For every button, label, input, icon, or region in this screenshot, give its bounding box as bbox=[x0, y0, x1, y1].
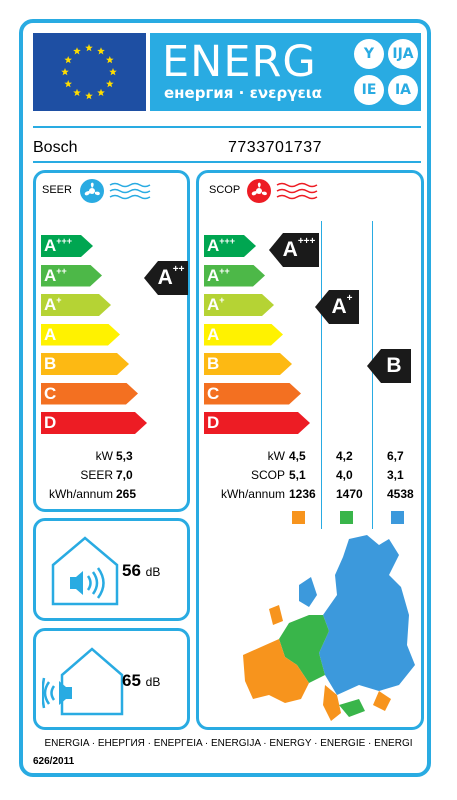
climate-warmer-swatch bbox=[292, 511, 305, 524]
lang-badge-ie: IE bbox=[354, 75, 384, 105]
eu-star-icon bbox=[85, 44, 93, 52]
europe-climate-map bbox=[243, 535, 415, 721]
lang-badge-ija: IJA bbox=[388, 39, 418, 69]
climate-divider bbox=[372, 221, 373, 529]
eu-flag bbox=[33, 33, 146, 111]
scop-row-value: 1236 bbox=[289, 487, 316, 501]
seer-panel: SEER A+++ A++ A+ A B C D A++ kW 5,3 SEER 7,0 k… bbox=[33, 170, 190, 512]
scop-class-arrow: A bbox=[204, 323, 283, 346]
seer-row-label: kWh/annum bbox=[48, 487, 113, 501]
scop-class-arrow: D bbox=[204, 412, 310, 434]
outdoor-speaker-house-icon bbox=[42, 647, 124, 716]
seer-row-value: 5,3 bbox=[116, 449, 133, 463]
scop-row-value: 3,1 bbox=[387, 468, 404, 482]
outdoor-noise-panel: 65 dB bbox=[33, 628, 190, 730]
lang-badge-ia: IA bbox=[388, 75, 418, 105]
eu-star-icon bbox=[61, 68, 69, 76]
cooling-fan-icon bbox=[80, 179, 151, 203]
model-identifier: 7733701737 bbox=[228, 139, 322, 156]
scop-title: SCOP bbox=[209, 184, 241, 196]
climate-colder-swatch bbox=[391, 511, 404, 524]
scop-class-arrow: B bbox=[204, 353, 292, 375]
eu-star-icon bbox=[85, 92, 93, 100]
eu-star-icon bbox=[106, 80, 114, 88]
indoor-speaker-house-icon bbox=[51, 536, 119, 606]
eu-star-icon bbox=[64, 56, 72, 64]
seer-class-arrow: A+ bbox=[41, 294, 111, 316]
scop-row-value: 4,0 bbox=[336, 468, 353, 482]
energy-subtitle: енергия · ενεργεια bbox=[164, 84, 322, 102]
eu-star-icon bbox=[106, 56, 114, 64]
footer-languages: ENERGIA · ЕНЕРГИЯ · ΕΝΕΡΓΕΙΑ · ENERGIJA … bbox=[44, 738, 413, 749]
eu-stars-icon bbox=[61, 44, 117, 100]
scop-row-value: 5,1 bbox=[289, 468, 306, 482]
scop-panel: SCOP A+++ A++ A+ A B C D A+++ A+ B kW 4,5 4,2 … bbox=[196, 170, 424, 730]
outdoor-noise-value: 65 bbox=[122, 671, 141, 690]
seer-row-label: SEER bbox=[80, 468, 113, 482]
divider-bottom bbox=[33, 161, 421, 163]
seer-row-label: kW bbox=[95, 449, 113, 463]
seer-class-arrow: A+++ bbox=[41, 235, 93, 257]
outdoor-noise-unit: dB bbox=[145, 675, 161, 689]
energy-title: ENERG bbox=[162, 37, 317, 87]
energy-banner: ENERG енергия · ενεργεια Y IJA IE IA bbox=[150, 33, 421, 111]
indoor-noise-unit: dB bbox=[145, 565, 161, 579]
indoor-noise-panel: 56 dB bbox=[33, 518, 190, 621]
label-frame bbox=[19, 19, 431, 777]
eu-star-icon bbox=[73, 88, 81, 96]
eu-star-icon bbox=[97, 88, 105, 96]
scop-row-label: kW bbox=[267, 449, 285, 463]
seer-class-arrow: A++ bbox=[41, 264, 102, 287]
indoor-noise-level: 56 dB bbox=[122, 561, 160, 581]
heating-fan-icon bbox=[247, 179, 318, 203]
scop-rating-warmer: A+++ bbox=[269, 233, 319, 267]
scop-class-arrow: A++ bbox=[204, 264, 265, 287]
seer-row-value: 7,0 bbox=[116, 468, 133, 482]
scop-class-arrow: C bbox=[204, 382, 301, 405]
scop-row-label: kWh/annum bbox=[220, 487, 285, 501]
scop-row-label: SCOP bbox=[250, 468, 285, 482]
scop-rating-label: A+ bbox=[331, 293, 353, 318]
seer-rating-label: A++ bbox=[157, 264, 185, 289]
divider-top bbox=[33, 126, 421, 128]
seer-class-arrow: D bbox=[41, 412, 147, 434]
scop-rating-label: B bbox=[386, 354, 402, 377]
scop-class-arrow: A+ bbox=[204, 294, 274, 316]
seer-row-value: 265 bbox=[116, 487, 137, 501]
supplier-name: Bosch bbox=[33, 139, 78, 156]
seer-class-arrow: A bbox=[41, 323, 120, 346]
lang-badge-y: Y bbox=[354, 39, 384, 69]
eu-star-icon bbox=[97, 47, 105, 55]
climate-average-swatch bbox=[340, 511, 353, 524]
climate-divider bbox=[321, 221, 322, 529]
seer-rating-indicator: A++ bbox=[144, 261, 188, 295]
seer-class-arrow: C bbox=[41, 382, 138, 405]
scop-row-value: 4538 bbox=[387, 487, 414, 501]
scop-rating-colder: B bbox=[367, 349, 411, 383]
eu-star-icon bbox=[73, 47, 81, 55]
eu-star-icon bbox=[109, 68, 117, 76]
outdoor-noise-level: 65 dB bbox=[122, 671, 160, 691]
scop-row-value: 6,7 bbox=[387, 449, 404, 463]
scop-row-value: 4,2 bbox=[336, 449, 353, 463]
eu-star-icon bbox=[64, 80, 72, 88]
scop-row-value: 4,5 bbox=[289, 449, 306, 463]
label-header: ENERG енергия · ενεργεια Y IJA IE IA bbox=[33, 33, 421, 111]
scop-row-value: 1470 bbox=[336, 487, 363, 501]
seer-title: SEER bbox=[42, 184, 72, 196]
seer-class-arrow: B bbox=[41, 353, 129, 375]
regulation-number: 626/2011 bbox=[33, 756, 75, 767]
scop-rating-label: A+++ bbox=[282, 236, 316, 261]
scop-class-arrow: A+++ bbox=[204, 235, 256, 257]
indoor-noise-value: 56 bbox=[122, 561, 141, 580]
